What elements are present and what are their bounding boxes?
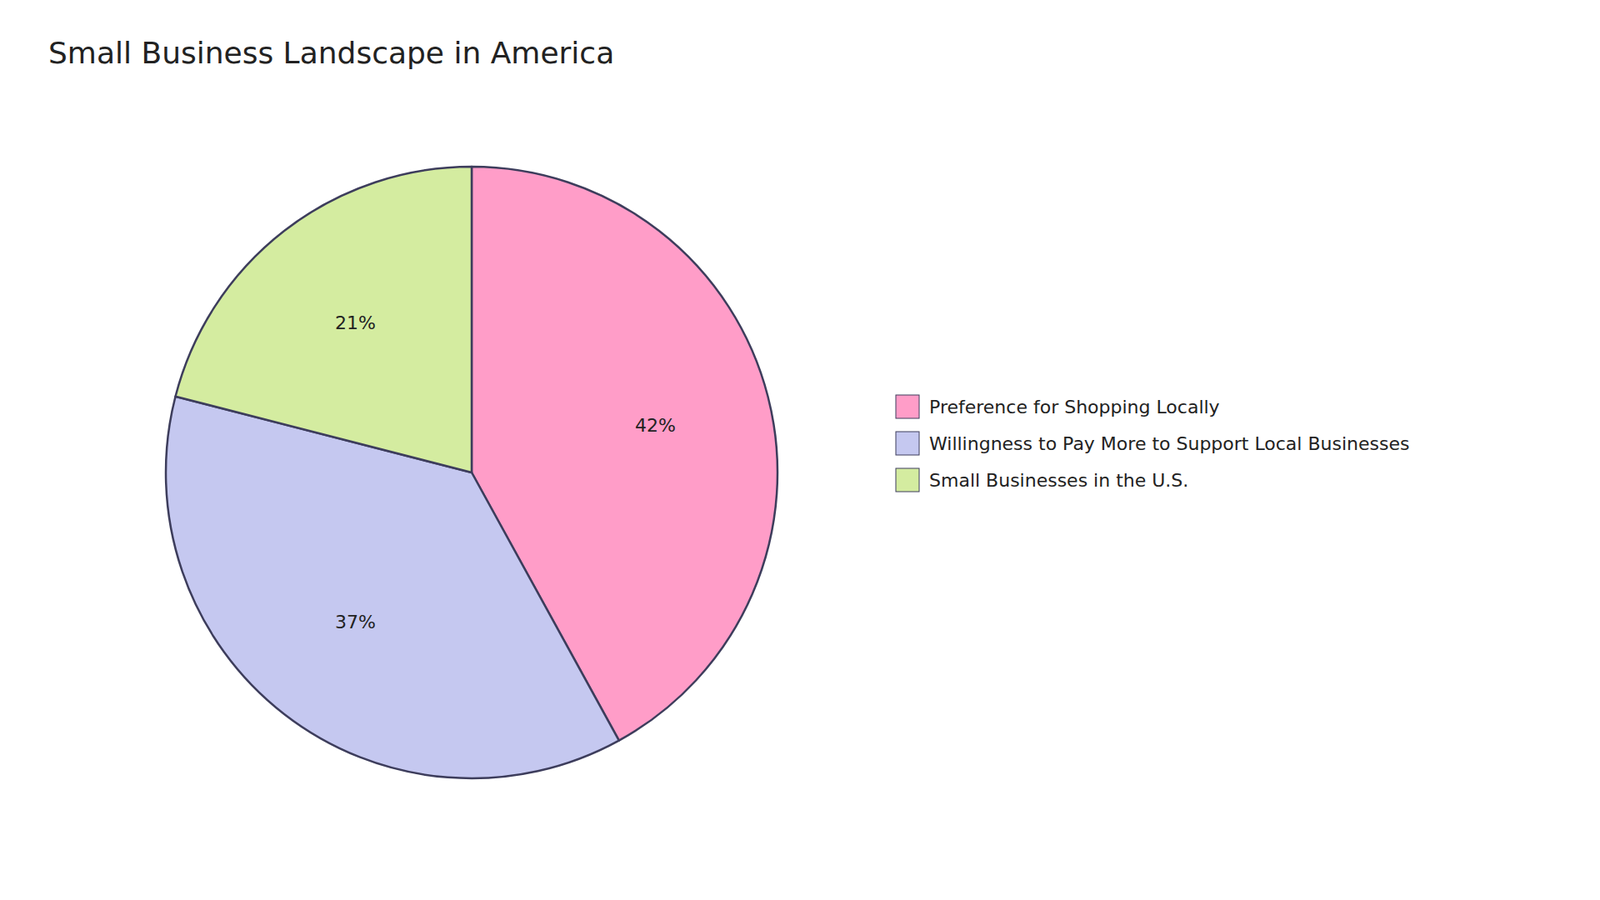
legend-label: Preference for Shopping Locally [929, 396, 1220, 418]
legend: Preference for Shopping Locally Willingne… [895, 395, 1410, 492]
legend-item: Preference for Shopping Locally [895, 395, 1220, 419]
legend-swatch [895, 395, 920, 419]
pie [165, 166, 778, 779]
legend-label: Willingness to Pay More to Support Local… [929, 433, 1410, 455]
legend-item: Willingness to Pay More to Support Local… [895, 431, 1410, 455]
legend-item: Small Businesses in the U.S. [895, 468, 1189, 492]
chart: Small Business Landscape in America 42% 37… [0, 0, 1600, 900]
data-label: 21% [335, 312, 376, 334]
data-labels: 42% 37% 21% [335, 312, 676, 634]
data-label: 37% [335, 611, 376, 633]
pie-slice [165, 396, 620, 779]
legend-swatch [895, 431, 920, 455]
legend-label: Small Businesses in the U.S. [929, 470, 1189, 491]
title: Small Business Landscape in America [48, 35, 615, 70]
pie-slice [175, 166, 472, 473]
data-label: 42% [635, 415, 676, 436]
legend-swatch [895, 468, 920, 492]
